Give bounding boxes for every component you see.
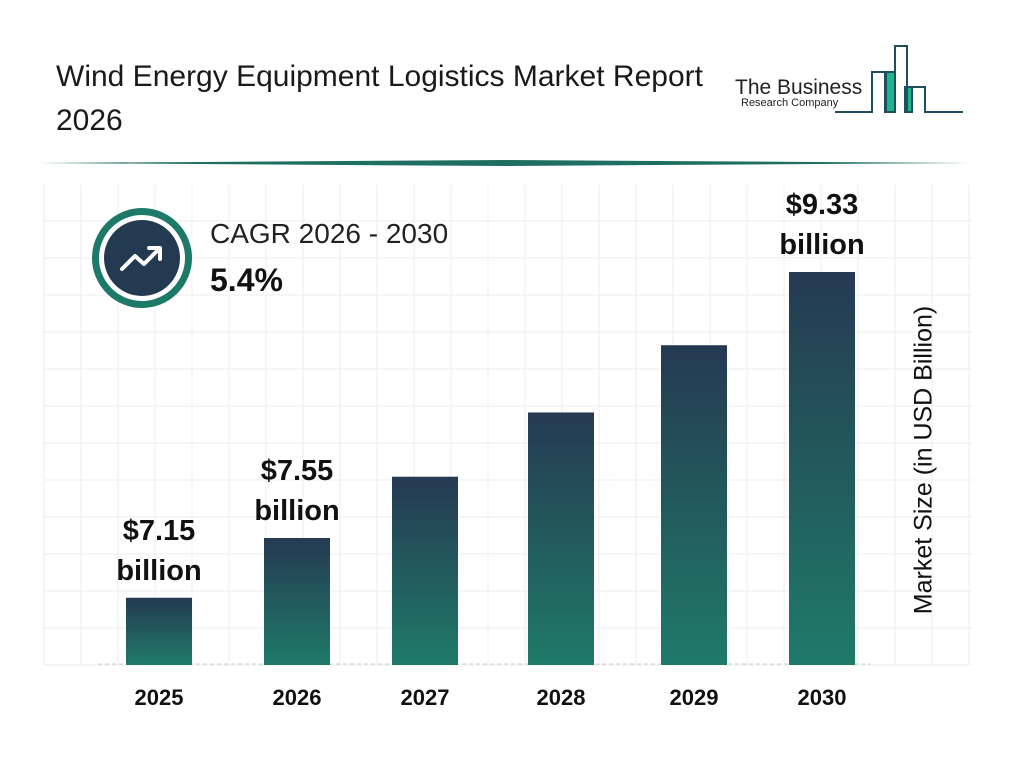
- cagr-value: 5.4%: [210, 262, 283, 298]
- bar-2027: [392, 476, 458, 665]
- svg-text:The Business: The Business: [735, 76, 862, 99]
- bar-2028: [528, 412, 594, 665]
- bar-2030: [789, 272, 855, 665]
- data-label: billion: [779, 229, 864, 261]
- bar-2029: [661, 345, 727, 665]
- header-divider: [40, 160, 970, 166]
- trending-up-icon: [92, 208, 192, 308]
- x-tick-label: 2025: [135, 685, 184, 710]
- bar-2025: [126, 597, 192, 665]
- data-label: $7.55: [261, 455, 334, 487]
- x-tick-label: 2030: [798, 685, 847, 710]
- x-tick-label: 2027: [401, 685, 450, 710]
- data-label: $7.15: [123, 515, 196, 547]
- page-title: Wind Energy Equipment Logistics Market R…: [56, 60, 703, 137]
- x-tick-label: 2029: [670, 685, 719, 710]
- data-label: billion: [116, 555, 201, 587]
- x-tick-label: 2026: [273, 685, 322, 710]
- bar-2026: [264, 537, 330, 665]
- svg-text:Research Company: Research Company: [741, 97, 839, 109]
- x-tick-label: 2028: [537, 685, 586, 710]
- cagr-label: CAGR 2026 - 2030: [210, 218, 449, 249]
- data-label: billion: [254, 495, 339, 527]
- company-logo: The Business Research Company: [735, 45, 963, 113]
- data-label: $9.33: [786, 189, 859, 221]
- y-axis-label: Market Size (in USD Billion): [909, 305, 938, 615]
